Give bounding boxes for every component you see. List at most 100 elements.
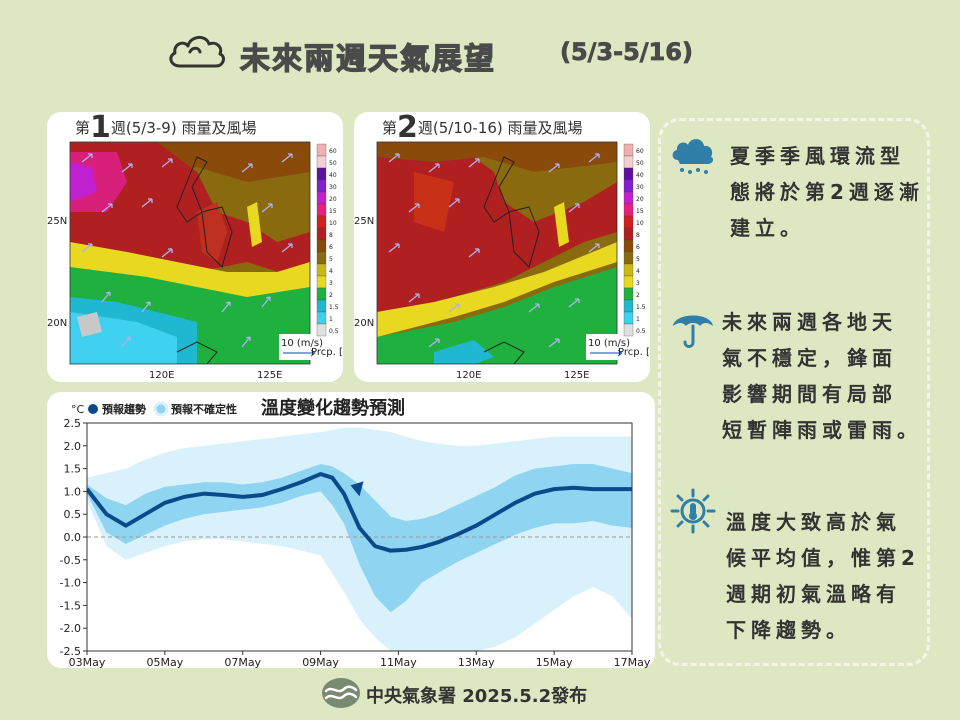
colorbar-swatch <box>623 251 634 265</box>
colorbar-label: 50 <box>636 160 644 167</box>
week-number: 1 <box>90 110 111 145</box>
colorbar-label: 5 <box>636 256 640 263</box>
colorbar-label: 60 <box>329 148 337 155</box>
umbrella-icon <box>673 315 713 348</box>
note-line: 溫度大致高於氣 <box>726 510 901 534</box>
map-title-prefix: 第 <box>75 119 91 137</box>
colorbar-swatch <box>623 275 634 289</box>
colorbar-swatch <box>623 203 634 217</box>
lon-label: 120E <box>149 370 174 381</box>
colorbar-label: 6 <box>636 244 640 251</box>
trend-line <box>87 472 632 553</box>
colorbar-swatch <box>316 311 327 325</box>
y-tick-label: 0.0 <box>64 531 82 544</box>
lat-label: 25N <box>354 216 374 227</box>
colorbar-label: 8 <box>329 232 333 239</box>
y-tick-label: -1.5 <box>60 599 81 612</box>
colorbar-label: 30 <box>636 184 644 191</box>
colorbar-swatch <box>623 179 634 193</box>
note-line: 影響期間有局部 <box>722 382 897 406</box>
colorbar-swatch <box>623 299 634 313</box>
colorbar-label: 8 <box>636 232 640 239</box>
colorbar-swatch <box>316 239 327 253</box>
precip-colorbar: 60 50 40 30 20 15 10 8 6 5 4 3 2 1.5 1 0.5 <box>316 143 339 337</box>
colorbar-swatch <box>623 167 634 181</box>
y-unit-label: °C <box>71 403 85 416</box>
note-line: 氣不穩定，鋒面 <box>722 346 897 370</box>
lat-label: 20N <box>47 318 67 329</box>
colorbar-swatch <box>316 275 327 289</box>
legend-uncertainty-label: 預報不確定性 <box>171 402 237 416</box>
note-monsoon: 夏季季風環流型 態將於第2週逐漸 建立。 <box>730 138 930 246</box>
colorbar-label: 1 <box>636 316 640 323</box>
colorbar-swatch <box>316 263 327 277</box>
precip-map-week1: 25N 20N 120E 125E 10 (m/s) Prcp. [mm/day… <box>47 141 343 381</box>
lon-label: 125E <box>564 370 589 381</box>
precip-map-week2: 25N 20N 120E 125E 10 (m/s) Prcp. [mm/day… <box>354 141 650 381</box>
cloud-icon <box>169 36 225 68</box>
lat-label: 20N <box>354 318 374 329</box>
precip-colorbar: 60 50 40 30 20 15 10 8 6 5 4 3 2 1.5 1 0.5 <box>623 143 646 337</box>
colorbar-label: 20 <box>329 196 337 203</box>
y-tick-label: 0.5 <box>64 508 82 521</box>
date-range: (5/3-5/16) <box>560 38 694 67</box>
y-tick-label: 2.5 <box>64 417 82 430</box>
x-tick-label: 09May <box>302 656 339 668</box>
colorbar-label: 20 <box>636 196 644 203</box>
colorbar-label: 6 <box>329 244 333 251</box>
page-header: 未來兩週天氣展望 (5/3-5/16) <box>160 28 760 78</box>
rain-cloud-icon <box>672 139 714 174</box>
colorbar-swatch <box>316 251 327 265</box>
uncertainty-band-inner <box>87 464 632 613</box>
y-tick-label: -0.5 <box>60 554 81 567</box>
colorbar-label: 2 <box>636 292 640 299</box>
note-temperature: 溫度大致高於氣 候平均值，惟第2 週期初氣溫略有 下降趨勢。 <box>726 504 932 648</box>
footer-text: 中央氣象署 2025.5.2發布 <box>366 686 588 707</box>
colorbar-swatch <box>316 215 327 229</box>
colorbar-swatch <box>623 191 634 205</box>
cwa-logo-icon <box>322 678 360 708</box>
legend-trend-label: 預報趨勢 <box>102 402 146 416</box>
colorbar-label: 0.5 <box>329 328 339 335</box>
precip-legend: Prcp. [mm/day] <box>311 347 343 358</box>
map-title-prefix: 第 <box>382 119 398 137</box>
note-line: 候平均值，惟第2 <box>726 546 920 570</box>
map-card-week2: 第2週(5/10-16) 雨量及風場 <box>354 110 650 382</box>
x-tick-label: 03May <box>69 656 106 668</box>
colorbar-swatch <box>623 287 634 301</box>
colorbar-swatch <box>316 287 327 301</box>
note-line: 週期初氣溫略有 <box>726 582 901 606</box>
colorbar-swatch <box>623 263 634 277</box>
lon-label: 120E <box>456 370 481 381</box>
colorbar-label: 4 <box>329 268 333 275</box>
colorbar-label: 3 <box>329 280 333 287</box>
colorbar-swatch <box>623 227 634 241</box>
colorbar-swatch <box>623 143 634 157</box>
colorbar-swatch <box>316 143 327 157</box>
legend-trend-swatch <box>88 404 98 414</box>
colorbar-label: 15 <box>636 208 644 215</box>
thermometer-sun-icon <box>670 488 716 534</box>
colorbar-label: 1.5 <box>329 304 339 311</box>
lon-label: 125E <box>257 370 282 381</box>
y-tick-label: -2.5 <box>60 645 81 658</box>
colorbar-swatch <box>316 191 327 205</box>
legend-uncertainty-swatch <box>153 401 169 417</box>
colorbar-label: 10 <box>329 220 337 227</box>
note-line: 建立。 <box>730 216 805 240</box>
colorbar-label: 60 <box>636 148 644 155</box>
y-tick-label: 2.0 <box>64 440 82 453</box>
week-number: 2 <box>397 110 418 145</box>
footer: 中央氣象署 2025.5.2發布 <box>320 676 660 712</box>
note-line: 夏季季風環流型 <box>730 144 905 168</box>
note-unstable: 未來兩週各地天 氣不穩定，鋒面 影響期間有局部 短暫陣雨或雷雨。 <box>722 304 932 448</box>
colorbar-label: 3 <box>636 280 640 287</box>
colorbar-swatch <box>623 155 634 169</box>
colorbar-swatch <box>316 155 327 169</box>
x-tick-label: 07May <box>224 656 261 668</box>
y-tick-label: 1.5 <box>64 463 82 476</box>
colorbar-label: 10 <box>636 220 644 227</box>
map-card-week1: 第1週(5/3-9) 雨量及風場 <box>47 110 343 382</box>
colorbar-label: 30 <box>329 184 337 191</box>
colorbar-swatch <box>316 227 327 241</box>
